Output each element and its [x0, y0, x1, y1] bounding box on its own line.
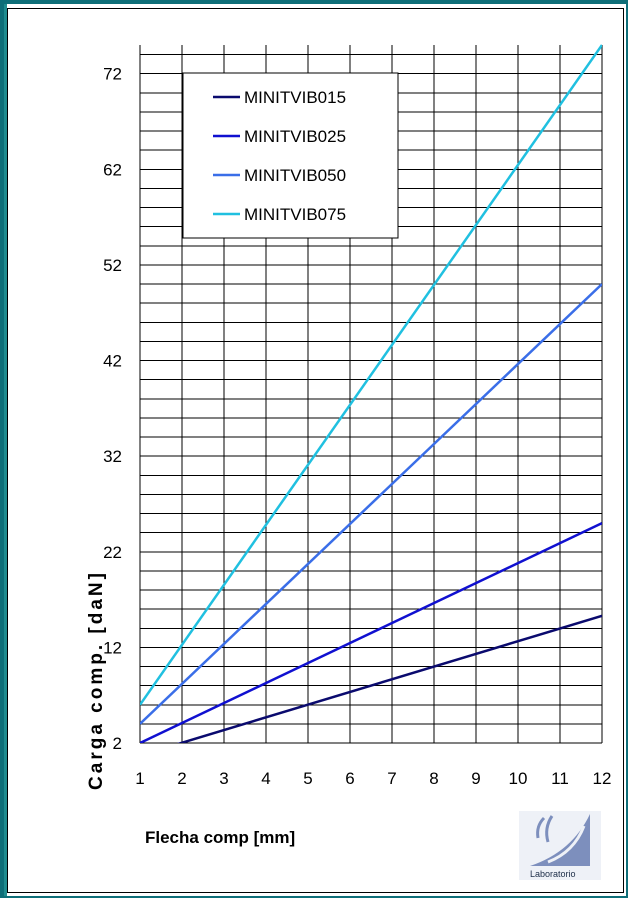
x-axis-label: Flecha comp [mm] — [145, 828, 295, 847]
legend-box — [182, 72, 399, 239]
x-tick-label: 11 — [551, 769, 569, 788]
y-tick-label: 52 — [103, 256, 122, 275]
logo-mark-icon — [530, 814, 590, 866]
x-tick-labels: 1 2 3 4 5 6 7 8 9 10 11 12 — [135, 769, 611, 788]
y-tick-label: 32 — [103, 447, 122, 466]
y-tick-label: 62 — [103, 160, 122, 179]
x-tick-label: 2 — [177, 769, 186, 788]
x-tick-label: 10 — [509, 769, 528, 788]
logo-caption: Laboratorio — [530, 869, 576, 879]
x-tick-label: 4 — [261, 769, 270, 788]
y-tick-label: 12 — [103, 638, 122, 657]
x-tick-label: 8 — [429, 769, 438, 788]
x-tick-label: 3 — [219, 769, 228, 788]
series-line-minitvib075 — [140, 44, 602, 706]
x-tick-label: 5 — [303, 769, 312, 788]
x-tick-label: 1 — [135, 769, 144, 788]
y-tick-label: 2 — [113, 734, 122, 753]
laboratorio-logo: Laboratorio — [519, 811, 601, 880]
series-line-minitvib050 — [140, 283, 602, 725]
x-tick-label: 9 — [471, 769, 480, 788]
x-tick-label: 12 — [593, 769, 612, 788]
series-lines — [140, 44, 602, 743]
series-line-minitvib015 — [176, 614, 602, 743]
y-tick-label: 22 — [103, 543, 122, 562]
legend-entry-label: MINITVIB075 — [244, 205, 346, 224]
series-line-minitvib025 — [140, 521, 602, 743]
x-tick-label: 7 — [387, 769, 396, 788]
y-tick-labels: 2 12 22 32 42 52 62 72 — [103, 65, 122, 753]
legend-entry-label: MINITVIB015 — [244, 88, 346, 107]
legend: MINITVIB015 MINITVIB025 MINITVIB050 MINITVI… — [182, 72, 399, 239]
grid — [139, 45, 603, 744]
x-tick-label: 6 — [345, 769, 354, 788]
left-accent-stripe — [4, 4, 7, 896]
legend-entry-label: MINITVIB050 — [244, 166, 346, 185]
chart-area-border — [7, 8, 624, 893]
y-axis-label: Carga comp. [daN] — [86, 570, 107, 790]
legend-entry-label: MINITVIB025 — [244, 127, 346, 146]
y-tick-label: 42 — [103, 352, 122, 371]
y-tick-label: 72 — [103, 65, 122, 84]
